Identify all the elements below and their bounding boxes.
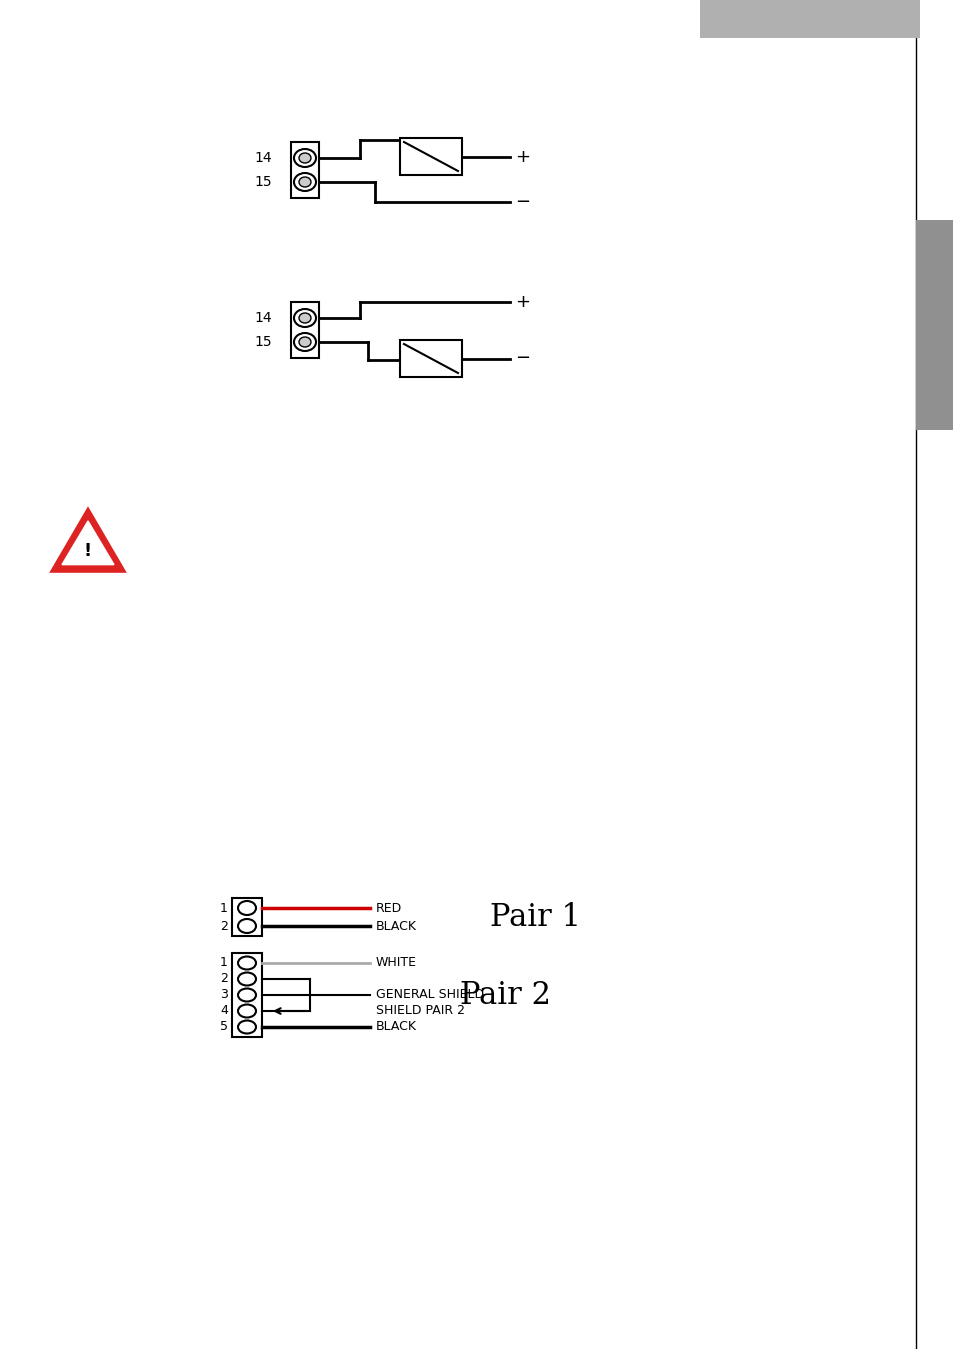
Polygon shape (51, 509, 124, 572)
Bar (232, 952, 262, 1037)
Ellipse shape (237, 1020, 255, 1033)
Text: Pair 1: Pair 1 (490, 901, 580, 932)
Ellipse shape (298, 313, 311, 322)
Text: −: − (515, 193, 530, 210)
Bar (291, 302, 318, 357)
Text: 14: 14 (254, 312, 272, 325)
Text: 3: 3 (220, 989, 228, 1001)
Text: 4: 4 (220, 1005, 228, 1017)
Bar (399, 340, 461, 376)
Text: 15: 15 (254, 175, 272, 189)
Bar (232, 898, 262, 936)
Bar (915, 220, 953, 430)
Text: BLACK: BLACK (375, 920, 416, 932)
Text: 2: 2 (220, 920, 228, 932)
Text: 15: 15 (254, 335, 272, 349)
Bar (399, 138, 461, 175)
Ellipse shape (237, 1005, 255, 1017)
Ellipse shape (294, 309, 315, 326)
Ellipse shape (237, 989, 255, 1001)
Text: Pair 2: Pair 2 (459, 979, 551, 1010)
Text: 14: 14 (254, 151, 272, 165)
Ellipse shape (294, 148, 315, 167)
Text: 5: 5 (220, 1020, 228, 1033)
Ellipse shape (237, 901, 255, 915)
Ellipse shape (237, 956, 255, 970)
Text: !: ! (84, 541, 92, 560)
Text: −: − (515, 349, 530, 367)
Bar (291, 142, 318, 198)
Text: GENERAL SHIELD: GENERAL SHIELD (375, 989, 483, 1001)
Polygon shape (62, 521, 113, 565)
Text: 1: 1 (220, 901, 228, 915)
Ellipse shape (294, 333, 315, 351)
Text: SHIELD PAIR 2: SHIELD PAIR 2 (375, 1005, 464, 1017)
Text: BLACK: BLACK (375, 1020, 416, 1033)
Text: WHITE: WHITE (375, 956, 416, 970)
Text: RED: RED (375, 901, 402, 915)
Ellipse shape (298, 152, 311, 163)
Text: +: + (515, 147, 530, 166)
Text: 2: 2 (220, 973, 228, 986)
Ellipse shape (237, 973, 255, 986)
Ellipse shape (237, 919, 255, 934)
Text: +: + (515, 293, 530, 312)
Ellipse shape (298, 337, 311, 347)
Bar (700, 0, 919, 38)
Text: 1: 1 (220, 956, 228, 970)
Ellipse shape (298, 177, 311, 188)
Ellipse shape (294, 173, 315, 192)
